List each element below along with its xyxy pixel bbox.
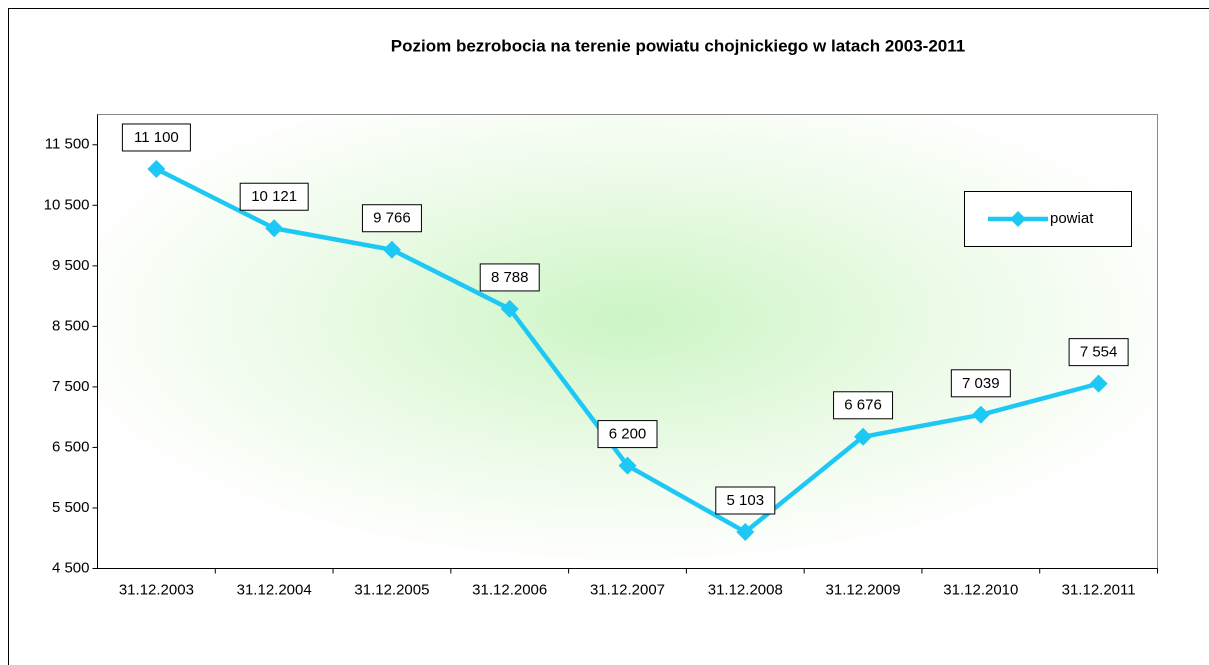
marker bbox=[618, 456, 637, 475]
data-label-box bbox=[1068, 338, 1129, 367]
marker bbox=[500, 299, 519, 318]
data-label: 10 121 bbox=[251, 188, 297, 205]
marker bbox=[382, 240, 401, 259]
y-tick-label: 5 500 bbox=[52, 499, 90, 516]
x-tick-label: 31.12.2005 bbox=[354, 581, 429, 598]
data-label: 6 200 bbox=[609, 426, 647, 443]
data-label-box bbox=[833, 391, 894, 420]
x-tick-label: 31.12.2004 bbox=[237, 581, 312, 598]
data-label: 9 766 bbox=[373, 210, 411, 227]
data-label-box bbox=[950, 369, 1011, 398]
y-tick-label: 4 500 bbox=[52, 559, 90, 576]
data-label: 6 676 bbox=[844, 397, 882, 414]
x-tick-label: 31.12.2009 bbox=[826, 581, 901, 598]
legend-marker bbox=[1010, 211, 1026, 227]
y-tick-label: 10 500 bbox=[44, 196, 90, 213]
y-tick-label: 9 500 bbox=[52, 257, 90, 274]
x-tick-label: 31.12.2007 bbox=[590, 581, 665, 598]
data-label-box bbox=[479, 263, 540, 292]
marker bbox=[736, 522, 755, 541]
x-tick-label: 31.12.2011 bbox=[1062, 581, 1136, 598]
y-tick-label: 6 500 bbox=[52, 438, 90, 455]
data-label-box bbox=[715, 486, 776, 515]
marker bbox=[854, 427, 873, 446]
x-tick-label: 31.12.2010 bbox=[943, 581, 1018, 598]
data-label: 5 103 bbox=[727, 492, 765, 509]
chart-title: Poziom bezrobocia na terenie powiatu cho… bbox=[391, 36, 965, 55]
x-tick-label: 31.12.2006 bbox=[472, 581, 547, 598]
data-label-box bbox=[239, 182, 309, 211]
y-tick-label: 11 500 bbox=[45, 136, 90, 153]
data-label-box bbox=[121, 123, 191, 152]
data-label: 11 100 bbox=[134, 129, 179, 146]
data-label-box bbox=[597, 420, 658, 449]
plot-area bbox=[97, 114, 1158, 569]
data-label: 7 039 bbox=[962, 375, 1000, 392]
data-label-box bbox=[361, 204, 422, 233]
marker bbox=[265, 219, 284, 238]
marker bbox=[147, 159, 166, 178]
data-label: 7 554 bbox=[1080, 344, 1118, 361]
x-tick-label: 31.12.2003 bbox=[119, 581, 194, 598]
legend-label: powiat bbox=[1050, 210, 1094, 227]
x-tick-label: 31.12.2008 bbox=[708, 581, 783, 598]
marker bbox=[971, 405, 990, 424]
marker bbox=[1089, 374, 1108, 393]
y-tick-label: 8 500 bbox=[52, 317, 90, 334]
data-label: 8 788 bbox=[491, 269, 529, 286]
y-tick-label: 7 500 bbox=[52, 378, 90, 395]
